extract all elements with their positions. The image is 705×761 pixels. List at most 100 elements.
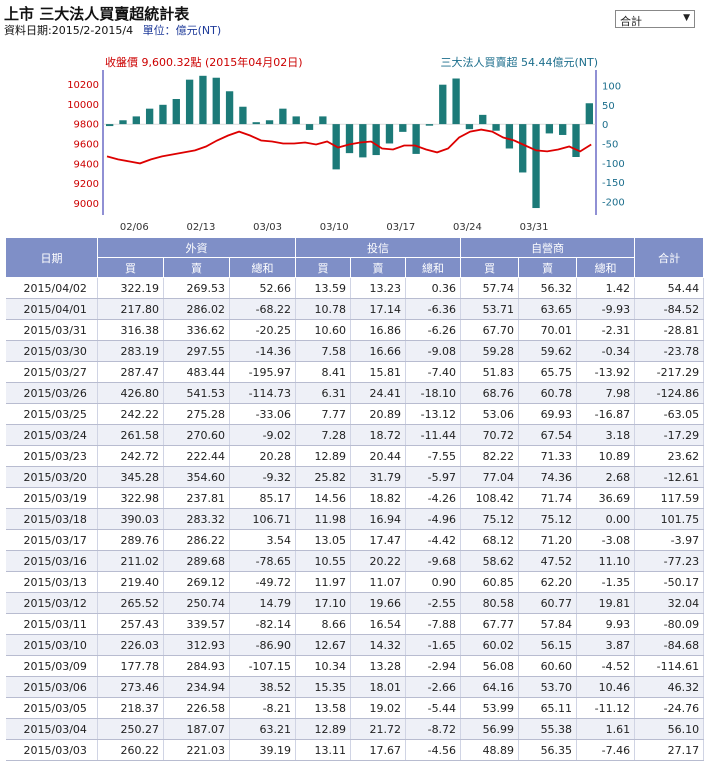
table-group-header-row: 日期 外資 投信 自營商 合計 (5, 237, 705, 278)
net-buy-bar (252, 122, 260, 125)
row-value-cell: -2.94 (405, 655, 462, 677)
row-date-cell: 2015/03/26 (5, 382, 98, 404)
table-row: 2015/03/09 177.78 284.93 -107.15 10.34 13.28-… (5, 655, 705, 677)
row-value-cell: 283.19 (97, 340, 164, 362)
x-tick-label: 02/13 (187, 222, 216, 233)
row-value-cell: -9.93 (576, 298, 636, 320)
row-value-cell: 242.22 (97, 403, 164, 425)
row-value-cell: -1.65 (405, 634, 462, 656)
row-value-cell: 10.55 (295, 550, 352, 572)
net-buy-bar (372, 124, 380, 156)
net-buy-bar (292, 116, 300, 125)
row-date-cell: 2015/03/04 (5, 718, 98, 740)
row-value-cell: 62.20 (518, 571, 578, 593)
row-value-cell: 284.93 (163, 655, 230, 677)
left-tick-label: 9600 (74, 139, 99, 150)
row-value-cell: 219.40 (97, 571, 164, 593)
net-buy-legend: 三大法人買賣超 54.44億元(NT) (440, 55, 598, 69)
row-date-cell: 2015/03/09 (5, 655, 98, 677)
row-value-cell: 68.12 (460, 529, 520, 551)
header-net: 總和 (576, 257, 636, 278)
x-tick-label: 03/03 (253, 222, 282, 233)
row-value-cell: 16.94 (350, 508, 407, 530)
row-value-cell: -63.05 (634, 403, 705, 425)
row-value-cell: 19.66 (350, 592, 407, 614)
net-buy-bar (279, 108, 287, 125)
table-row: 2015/04/02 322.19 269.53 52.66 13.59 13.23 0.3… (5, 277, 705, 299)
institutional-net-chart: 收盤價 9,600.32點 (2015年04月02日) 三大法人買賣超 54.44… (67, 55, 625, 233)
category-select[interactable]: 合計 ▼ (615, 10, 695, 28)
row-date-cell: 2015/03/12 (5, 592, 98, 614)
header-buy: 買 (295, 257, 352, 278)
table-body: 2015/04/02 322.19 269.53 52.66 13.59 13.23 0.3… (5, 277, 705, 761)
table-row: 2015/03/26 426.80 541.53 -114.73 6.31 24.41 -1… (5, 382, 705, 404)
row-date-cell: 2015/04/01 (5, 298, 98, 320)
row-value-cell: 11.98 (295, 508, 352, 530)
row-value-cell: 7.28 (295, 424, 352, 446)
row-value-cell: -12.61 (634, 466, 705, 488)
row-value-cell: -4.26 (405, 487, 462, 509)
left-tick-label: 10200 (67, 80, 99, 91)
header-sell: 賣 (163, 257, 230, 278)
row-value-cell: 261.58 (97, 424, 164, 446)
net-buy-bar (425, 124, 434, 126)
row-value-cell: 10.46 (576, 676, 636, 698)
row-value-cell: -8.21 (229, 697, 297, 719)
row-value-cell: 63.65 (518, 298, 578, 320)
row-date-cell: 2015/03/05 (5, 697, 98, 719)
row-value-cell: 48.89 (460, 739, 520, 761)
row-value-cell: 108.42 (460, 487, 520, 509)
row-value-cell: -4.42 (405, 529, 462, 551)
row-value-cell: 75.12 (518, 508, 578, 530)
row-value-cell: 25.82 (295, 466, 352, 488)
row-value-cell: 53.70 (518, 676, 578, 698)
row-value-cell: 17.14 (350, 298, 407, 320)
row-value-cell: 68.76 (460, 382, 520, 404)
row-value-cell: 53.71 (460, 298, 520, 320)
right-tick-label: 50 (602, 101, 615, 112)
row-value-cell: -78.65 (229, 550, 297, 572)
row-value-cell: 51.83 (460, 361, 520, 383)
row-value-cell: 59.28 (460, 340, 520, 362)
row-value-cell: -5.97 (405, 466, 462, 488)
row-date-cell: 2015/03/25 (5, 403, 98, 425)
row-value-cell: 71.33 (518, 445, 578, 467)
row-value-cell: 269.12 (163, 571, 230, 593)
row-value-cell: 11.10 (576, 550, 636, 572)
row-value-cell: -114.61 (634, 655, 705, 677)
row-value-cell: 226.58 (163, 697, 230, 719)
right-tick-label: 100 (602, 81, 621, 92)
table-row: 2015/03/04 250.27 187.07 63.21 12.89 21.72 -8.… (5, 718, 705, 740)
row-value-cell: 14.56 (295, 487, 352, 509)
net-buy-bar (319, 116, 327, 125)
row-value-cell: 57.74 (460, 277, 520, 299)
row-value-cell: -14.36 (229, 340, 297, 362)
header-trust: 投信 (295, 237, 462, 258)
row-value-cell: 217.80 (97, 298, 164, 320)
row-value-cell: 270.60 (163, 424, 230, 446)
row-value-cell: 13.11 (295, 739, 352, 761)
date-range-label: 資料日期:2015/2-2015/4 (4, 24, 134, 37)
row-value-cell: -4.96 (405, 508, 462, 530)
row-value-cell: 13.59 (295, 277, 352, 299)
row-value-cell: 3.87 (576, 634, 636, 656)
row-value-cell: -9.02 (229, 424, 297, 446)
row-value-cell: 67.70 (460, 319, 520, 341)
net-buy-bar (559, 124, 567, 135)
row-value-cell: 218.37 (97, 697, 164, 719)
row-value-cell: -2.31 (576, 319, 636, 341)
row-value-cell: 10.34 (295, 655, 352, 677)
row-date-cell: 2015/03/03 (5, 739, 98, 761)
header-dealer: 自營商 (460, 237, 636, 258)
net-buy-bar (505, 124, 514, 149)
left-tick-label: 9200 (74, 179, 99, 190)
net-buy-bar (239, 106, 247, 125)
table-row: 2015/03/19 322.98 237.81 85.17 14.56 18.82 -4.… (5, 487, 705, 509)
row-value-cell: 56.08 (460, 655, 520, 677)
row-value-cell: 67.77 (460, 613, 520, 635)
row-value-cell: -23.78 (634, 340, 705, 362)
net-buy-bar (519, 124, 527, 173)
row-value-cell: 53.99 (460, 697, 520, 719)
row-value-cell: -18.10 (405, 382, 462, 404)
row-value-cell: 237.81 (163, 487, 230, 509)
